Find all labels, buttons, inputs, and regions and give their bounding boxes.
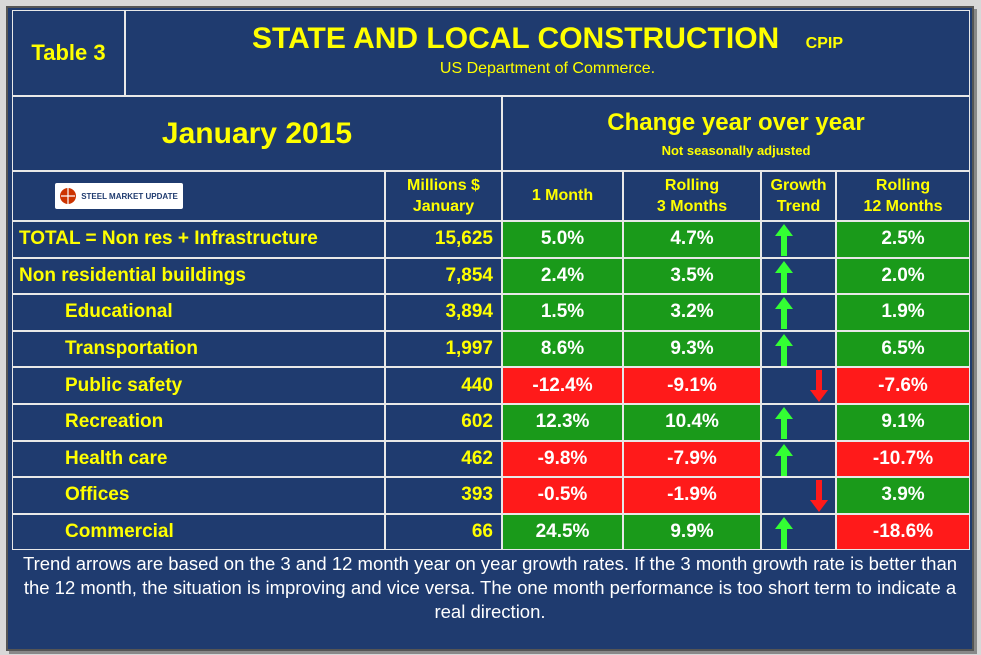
steel-market-update-logo: STEEL MARKET UPDATE [54, 183, 183, 209]
row-trend-cell [761, 440, 836, 478]
col-growth-line1: Growth [770, 177, 827, 194]
trend-up-arrow-icon [775, 407, 793, 439]
col-1month-label: 1 Month [531, 187, 594, 204]
row-label: Offices [12, 477, 385, 514]
period-label: January 2015 [161, 116, 353, 150]
col-millions-line1: Millions $ [407, 177, 480, 194]
row-m12-value: 1.9% [836, 294, 970, 331]
row-m12-value: 2.5% [836, 221, 970, 258]
row-millions: 393 [385, 477, 502, 514]
row-m1-value: -0.5% [502, 477, 623, 514]
row-m12-value: 3.9% [836, 477, 970, 514]
col-growth-header: Growth Trend [761, 171, 836, 221]
trend-up-arrow-icon [775, 333, 793, 366]
col-growth-line2: Trend [776, 198, 821, 215]
row-m1-value: 8.6% [502, 330, 623, 368]
row-millions: 7,854 [385, 257, 502, 295]
row-trend-cell [761, 367, 836, 404]
row-trend-cell [761, 404, 836, 441]
row-label: Health care [12, 440, 385, 478]
title-block: STATE AND LOCAL CONSTRUCTION CPIP US Dep… [125, 22, 970, 78]
row-m3-value: -7.9% [623, 440, 761, 478]
row-millions: 1,997 [385, 330, 502, 368]
row-m12-value: -7.6% [836, 367, 970, 404]
row-m3-value: 4.7% [623, 221, 761, 258]
row-trend-cell [761, 294, 836, 331]
footnote: Trend arrows are based on the 3 and 12 m… [22, 553, 958, 622]
col-millions-line2: January [412, 198, 475, 215]
row-m3-value: -1.9% [623, 477, 761, 514]
table-label-cell: Table 3 [12, 10, 125, 96]
row-m3-value: 9.9% [623, 513, 761, 551]
row-m1-value: 24.5% [502, 513, 623, 551]
row-m1-value: 5.0% [502, 221, 623, 258]
trend-up-arrow-icon [775, 516, 793, 549]
row-millions: 15,625 [385, 221, 502, 258]
trend-down-arrow-icon [810, 370, 828, 403]
row-m3-value: 3.2% [623, 294, 761, 331]
row-m12-value: -10.7% [836, 440, 970, 478]
source-text: US Department of Commerce. [439, 60, 656, 77]
globe-icon [60, 188, 77, 204]
row-m12-value: -18.6% [836, 513, 970, 551]
row-label: Public safety [12, 367, 385, 404]
trend-up-arrow-icon [775, 260, 793, 293]
row-m3-value: 10.4% [623, 404, 761, 441]
col-rolling3-line1: Rolling [664, 177, 720, 194]
row-label: Recreation [12, 404, 385, 441]
change-header: Change year over year [607, 109, 865, 136]
col-rolling3-line2: 3 Months [656, 198, 728, 215]
row-m12-value: 6.5% [836, 330, 970, 368]
row-label: Educational [12, 294, 385, 331]
row-m1-value: 1.5% [502, 294, 623, 331]
row-trend-cell [761, 257, 836, 295]
row-m3-value: 9.3% [623, 330, 761, 368]
row-trend-cell [761, 330, 836, 368]
seasonal-note: Not seasonally adjusted [661, 143, 811, 158]
trend-up-arrow-icon [775, 297, 793, 330]
row-label: Non residential buildings [12, 257, 385, 295]
row-trend-cell [761, 221, 836, 258]
cpip-tag: CPIP [805, 35, 843, 52]
trend-down-arrow-icon [810, 480, 828, 513]
logo-cell: STEEL MARKET UPDATE [12, 171, 385, 221]
row-m12-value: 9.1% [836, 404, 970, 441]
logo-text: STEEL MARKET UPDATE [81, 191, 178, 201]
row-label: TOTAL = Non res + Infrastructure [12, 221, 385, 258]
row-trend-cell [761, 513, 836, 551]
row-millions: 462 [385, 440, 502, 478]
row-label: Transportation [12, 330, 385, 368]
row-m3-value: -9.1% [623, 367, 761, 404]
change-header-cell: Change year over year Not seasonally adj… [502, 96, 970, 171]
col-1month-header: 1 Month [502, 171, 623, 221]
row-millions: 66 [385, 513, 502, 551]
row-m1-value: 12.3% [502, 404, 623, 441]
table-label: Table 3 [31, 40, 106, 65]
row-millions: 602 [385, 404, 502, 441]
col-rolling12-line1: Rolling [875, 177, 931, 194]
col-rolling3-header: Rolling 3 Months [623, 171, 761, 221]
col-millions-header: Millions $ January [385, 171, 502, 221]
row-millions: 440 [385, 367, 502, 404]
row-m1-value: -12.4% [502, 367, 623, 404]
row-m1-value: -9.8% [502, 440, 623, 478]
row-millions: 3,894 [385, 294, 502, 331]
row-label: Commercial [12, 513, 385, 551]
row-m3-value: 3.5% [623, 257, 761, 295]
trend-up-arrow-icon [775, 224, 793, 256]
col-rolling12-header: Rolling 12 Months [836, 171, 970, 221]
page-title: STATE AND LOCAL CONSTRUCTION [252, 22, 780, 55]
col-rolling12-line2: 12 Months [863, 198, 943, 215]
row-trend-cell [761, 477, 836, 514]
title-cell [125, 10, 970, 96]
row-m1-value: 2.4% [502, 257, 623, 295]
trend-up-arrow-icon [775, 443, 793, 476]
row-m12-value: 2.0% [836, 257, 970, 295]
period-cell: January 2015 [12, 96, 502, 171]
